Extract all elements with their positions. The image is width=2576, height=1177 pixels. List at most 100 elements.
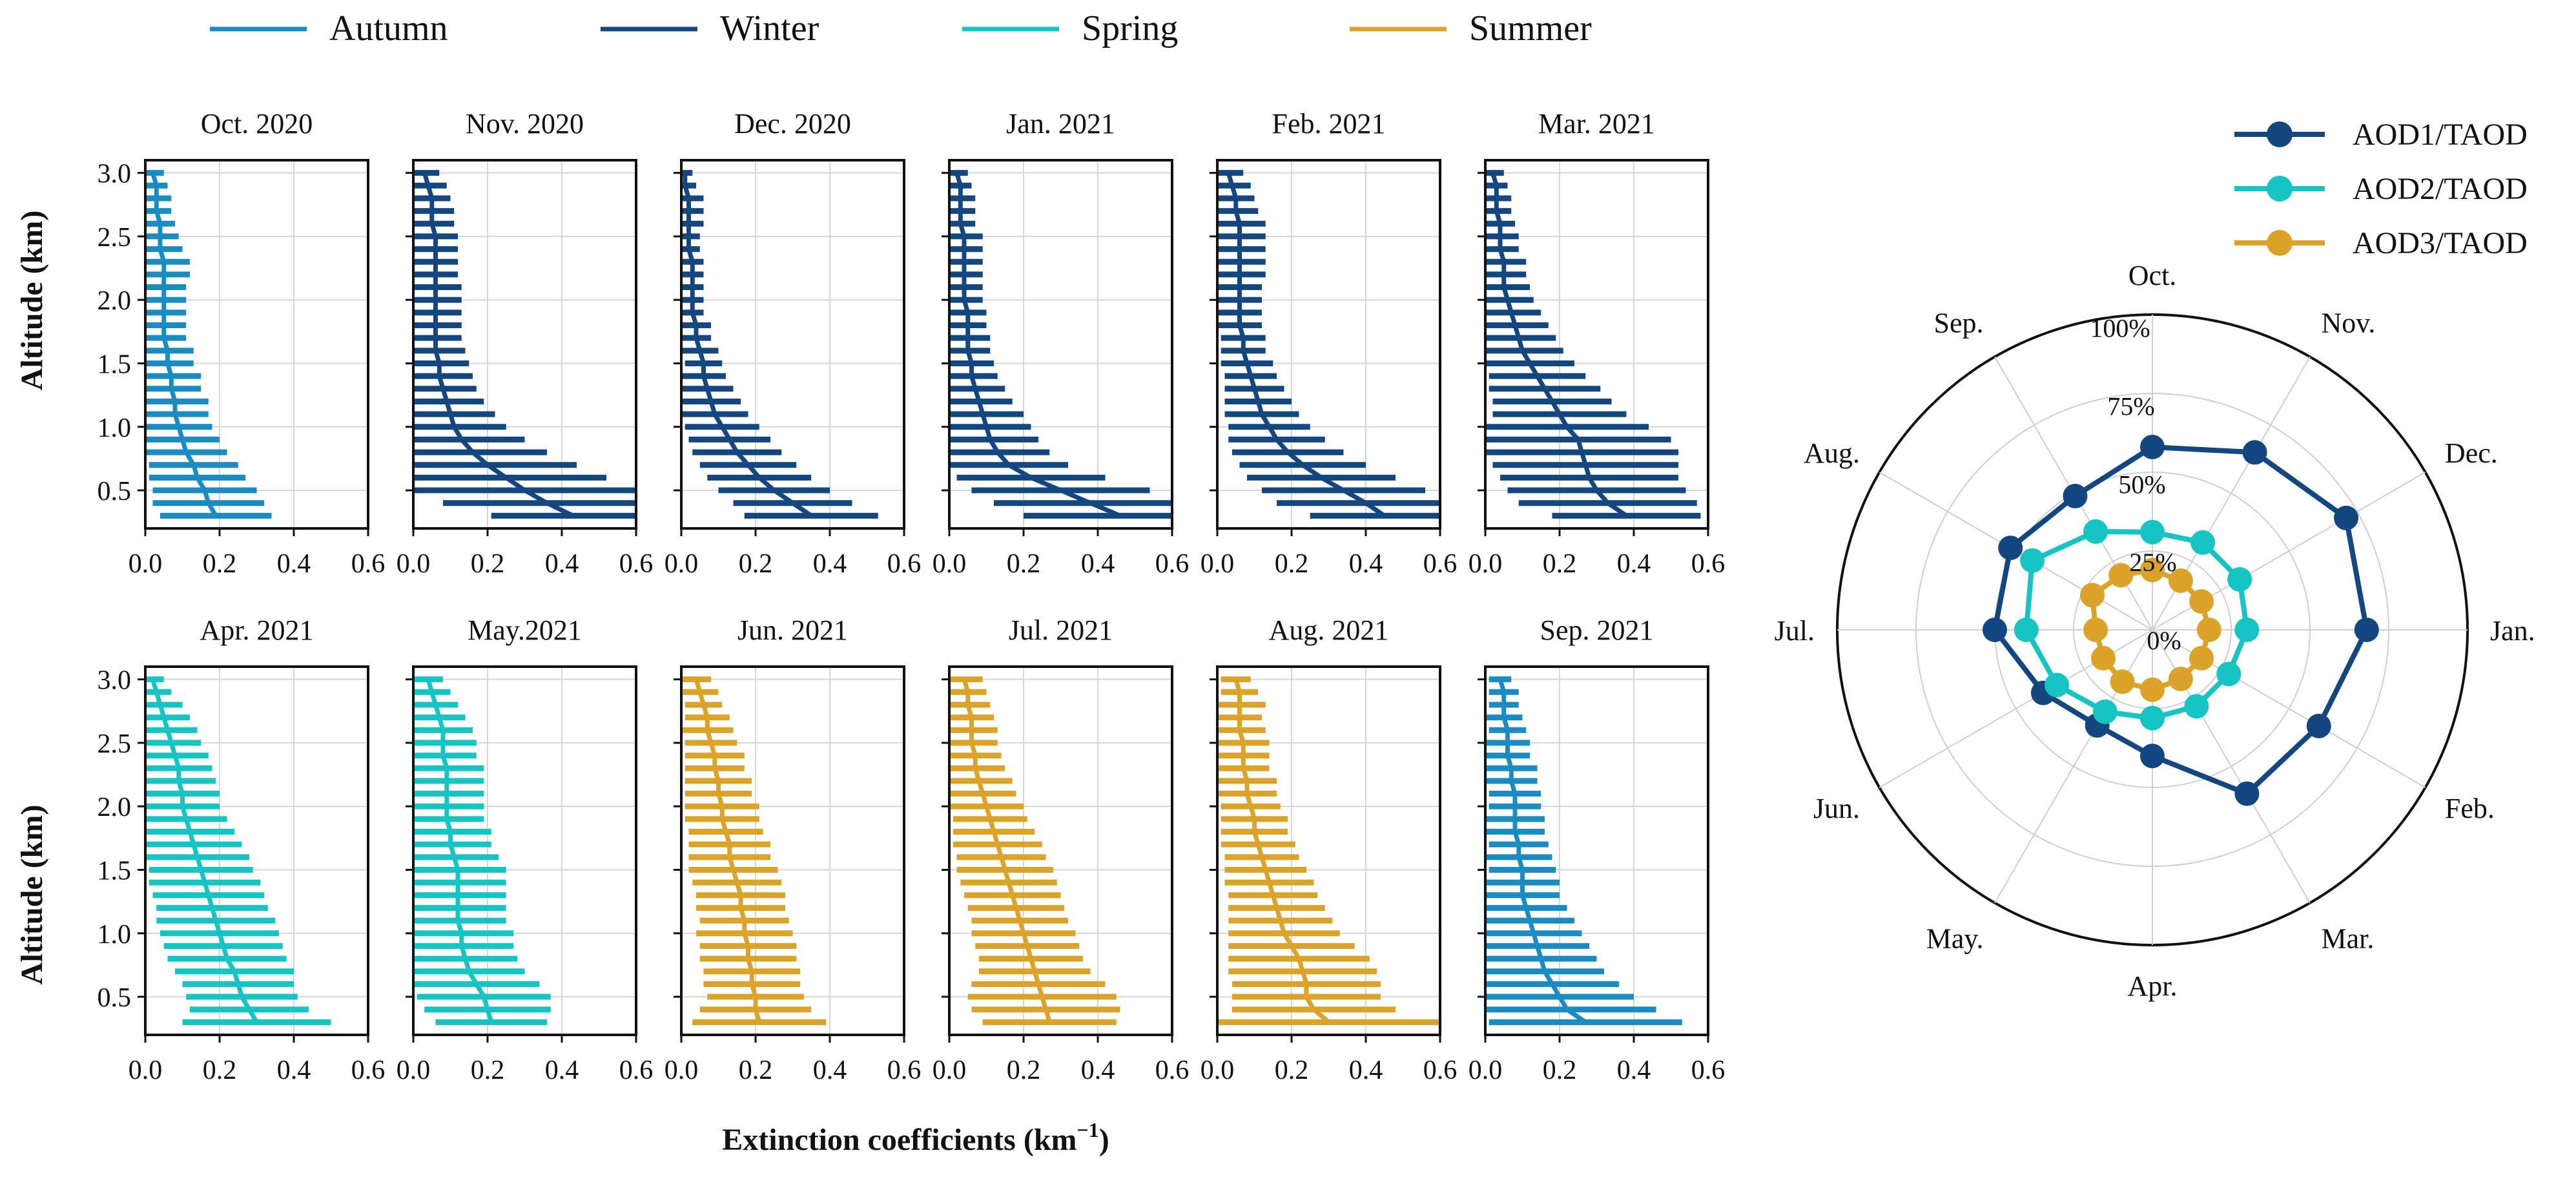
- y-tick-label: 3.0: [98, 160, 132, 189]
- radar-series-aod1-taod: [1983, 434, 2379, 806]
- panel-jul-2021: Jul. 2021 0.0 0.2 0.4 0.6: [933, 614, 1190, 1085]
- radar-legend-marker-aod3: [2267, 230, 2293, 256]
- radar-legend-entry-aod2: AOD2/TAOD: [2234, 172, 2528, 206]
- radar-legend-label-aod1: AOD1/TAOD: [2353, 118, 2528, 152]
- legend-entry-summer: Summer: [1350, 8, 1592, 48]
- x-tick-label: 0.0: [129, 1056, 163, 1085]
- radar-legend-label-aod2: AOD2/TAOD: [2353, 172, 2528, 206]
- radar-category-label: Dec.: [2445, 437, 2498, 469]
- panel-frame: [948, 159, 1173, 530]
- x-tick-label: 0.6: [1423, 549, 1458, 579]
- legend-label-summer: Summer: [1469, 8, 1592, 48]
- radar-point: [2083, 519, 2108, 544]
- x-tick-label: 0.2: [471, 549, 505, 579]
- x-axis-label-superscript: −1: [1077, 1118, 1099, 1141]
- radar-category-label: Nov.: [2322, 307, 2376, 339]
- panel-frame: [1216, 159, 1441, 530]
- x-tick-label: 0.4: [545, 1056, 579, 1085]
- x-axis-label-main: Extinction coefficients (km: [722, 1123, 1077, 1157]
- radar-point: [2306, 713, 2331, 738]
- mean-profile-line: [962, 678, 1052, 1023]
- x-tick-label: 0.4: [813, 1056, 847, 1085]
- panel-title: Oct. 2020: [201, 108, 313, 140]
- x-tick-label: 0.4: [1081, 549, 1115, 579]
- radar-category-label: Jun.: [1813, 793, 1860, 824]
- radar-series-aod3-taod: [2080, 557, 2221, 702]
- x-tick-label: 0.6: [351, 1056, 386, 1085]
- radar-radial-tick-label: 0%: [2147, 626, 2181, 655]
- mean-profile-line: [426, 678, 494, 1023]
- panel-title: Dec. 2020: [734, 108, 851, 140]
- radar-point: [2140, 677, 2165, 702]
- x-tick-label: 0.4: [1349, 1056, 1383, 1085]
- x-tick-label: 0.2: [1275, 1056, 1309, 1085]
- panel-frame: [412, 665, 637, 1036]
- radar-point: [2014, 618, 2039, 642]
- x-tick-label: 0.6: [1691, 549, 1726, 579]
- x-tick-label: 0.2: [203, 1056, 237, 1085]
- mean-profile-line: [683, 172, 813, 518]
- radar-point: [2234, 781, 2260, 806]
- radar-category-label: May.: [1926, 922, 1984, 954]
- x-tick-label: 0.0: [1200, 1056, 1235, 1085]
- mean-profile-line: [954, 172, 1121, 518]
- radar-point: [2110, 669, 2135, 694]
- panel-title: Feb. 2021: [1272, 108, 1386, 140]
- panel-oct-2020: Oct. 2020 0.0 0.2 0.4 0.6 0.5 1.0 1.5 2.0 2.5 3.0: [98, 108, 386, 579]
- panel-frame: [948, 665, 1173, 1036]
- x-axis-label: Extinction coefficients (km−1): [722, 1118, 1109, 1157]
- x-tick-label: 0.2: [739, 1056, 773, 1085]
- radar-point: [2140, 744, 2165, 769]
- x-tick-label: 0.0: [1468, 1056, 1503, 1085]
- x-tick-label: 0.6: [1423, 1056, 1458, 1085]
- panel-may-2021: May.2021 0.0 0.2 0.4 0.6: [397, 614, 654, 1085]
- mean-profile-line: [1233, 678, 1330, 1024]
- radar-point: [2242, 440, 2267, 465]
- radar-series-aod2-taod: [2014, 519, 2260, 731]
- radar-point: [2045, 672, 2070, 698]
- y-tick-label: 0.5: [98, 983, 132, 1013]
- panel-aug-2021: Aug. 2021 0.0 0.2 0.4 0.6: [1200, 614, 1458, 1085]
- radar-legend-label-aod3: AOD3/TAOD: [2353, 226, 2528, 260]
- radar-point: [2190, 530, 2216, 555]
- y-tick-label: 1.0: [98, 920, 132, 950]
- radar-category-label: Mar.: [2322, 922, 2375, 954]
- panel-apr-2021: Apr. 2021 0.0 0.2 0.4 0.6 0.5 1.0 1.5 2.0 2.5 3.0: [98, 614, 386, 1085]
- y-tick-label: 2.0: [98, 793, 132, 822]
- panel-frame: [1484, 159, 1709, 530]
- y-tick-label: 1.5: [98, 856, 132, 886]
- radar-legend-marker-aod2: [2267, 176, 2293, 202]
- extinction-profile-panels: Oct. 2020 0.0 0.2 0.4 0.6 0.5 1.0 1.5 2.0 2.5 3.0 N…: [98, 108, 1726, 1085]
- radar-point: [1983, 618, 2007, 642]
- radar-category-label: Apr.: [2128, 970, 2178, 1002]
- x-tick-label: 0.6: [887, 549, 922, 579]
- panel-frame: [412, 159, 637, 530]
- legend-entry-winter: Winter: [601, 8, 819, 48]
- radar-legend-entry-aod3: AOD3/TAOD: [2234, 226, 2528, 260]
- x-tick-label: 0.6: [1691, 1056, 1726, 1085]
- radar-category-label: Aug.: [1804, 437, 1860, 469]
- mean-profile-line: [150, 678, 259, 1024]
- radar-point: [2090, 645, 2116, 671]
- legend-label-autumn: Autumn: [329, 8, 448, 48]
- radar-point: [2092, 699, 2117, 724]
- radar-radial-tick-label: 50%: [2118, 470, 2165, 499]
- x-tick-label: 0.0: [129, 549, 163, 579]
- panel-title: Jul. 2021: [1009, 614, 1113, 646]
- panel-frame: [144, 159, 369, 530]
- x-tick-label: 0.0: [933, 1056, 967, 1085]
- panel-feb-2021: Feb. 2021 0.0 0.2 0.4 0.6: [1200, 108, 1458, 579]
- panel-frame: [680, 159, 905, 530]
- radar-point: [2216, 661, 2241, 687]
- panel-jun-2021: Jun. 2021 0.0 0.2 0.4 0.6: [665, 614, 922, 1085]
- x-tick-label: 0.6: [619, 549, 654, 579]
- radar-legend-entry-aod1: AOD1/TAOD: [2234, 118, 2528, 152]
- x-tick-label: 0.4: [1617, 549, 1651, 579]
- season-legend: Autumn Winter Spring Summer: [210, 8, 1592, 48]
- panel-sep-2021: Sep. 2021 0.0 0.2 0.4 0.6: [1468, 614, 1726, 1085]
- x-tick-label: 0.2: [1007, 1056, 1041, 1085]
- radar-category-label: Oct.: [2128, 260, 2177, 291]
- x-tick-label: 0.4: [1617, 1056, 1651, 1085]
- radar-category-label: Jan.: [2490, 615, 2535, 647]
- y-tick-label: 3.0: [98, 666, 132, 696]
